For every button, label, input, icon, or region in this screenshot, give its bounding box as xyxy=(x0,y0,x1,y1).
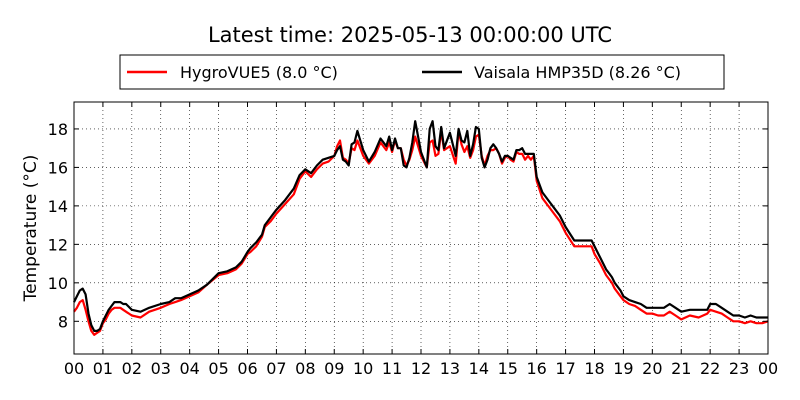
x-tick-label: 01 xyxy=(93,359,113,378)
chart-title: Latest time: 2025-05-13 00:00:00 UTC xyxy=(208,23,612,47)
x-tick-label: 23 xyxy=(729,359,749,378)
x-tick-label: 12 xyxy=(411,359,431,378)
x-tick-label: 09 xyxy=(324,359,344,378)
y-tick-label: 14 xyxy=(48,197,68,216)
y-tick-label: 12 xyxy=(48,235,68,254)
x-tick-label: 16 xyxy=(526,359,546,378)
x-tick-label: 22 xyxy=(700,359,720,378)
series-line-0 xyxy=(73,129,769,336)
x-tick-label: 10 xyxy=(353,359,373,378)
legend: HygroVUE5 (8.0 °C) Vaisala HMP35D (8.26 … xyxy=(119,54,725,90)
x-tick-label: 02 xyxy=(122,359,142,378)
legend-label-series-1: Vaisala HMP35D (8.26 °C) xyxy=(474,63,681,82)
x-tick-label: 13 xyxy=(440,359,460,378)
series-line-1 xyxy=(73,120,768,332)
x-axis-ticks: 00 01 02 03 04 05 06 07 08 09 10 11 12 13 14 15 16 17 18 19… xyxy=(64,102,778,378)
x-tick-label: 18 xyxy=(584,359,604,378)
x-tick-label: 05 xyxy=(208,359,228,378)
y-tick-label: 10 xyxy=(48,274,68,293)
x-tick-label: 11 xyxy=(382,359,402,378)
x-tick-label: 17 xyxy=(555,359,575,378)
x-tick-label: 03 xyxy=(151,359,171,378)
x-tick-label: 06 xyxy=(237,359,257,378)
x-tick-label: 14 xyxy=(469,359,489,378)
y-tick-label: 8 xyxy=(58,312,68,331)
y-tick-label: 18 xyxy=(48,120,68,139)
legend-label-series-0: HygroVUE5 (8.0 °C) xyxy=(180,63,338,82)
y-tick-label: 16 xyxy=(48,158,68,177)
x-tick-label: 19 xyxy=(613,359,633,378)
x-tick-label: 04 xyxy=(179,359,199,378)
y-axis-ticks: 8 10 12 14 16 18 xyxy=(48,120,768,331)
y-axis-title: Temperature (°C) xyxy=(21,155,41,303)
x-tick-label: 21 xyxy=(671,359,691,378)
x-tick-label: 00 xyxy=(758,359,778,378)
x-tick-label: 07 xyxy=(266,359,286,378)
series-lines xyxy=(73,120,769,336)
x-tick-label: 08 xyxy=(295,359,315,378)
x-tick-label: 00 xyxy=(64,359,84,378)
x-tick-label: 15 xyxy=(498,359,518,378)
x-tick-label: 20 xyxy=(642,359,662,378)
